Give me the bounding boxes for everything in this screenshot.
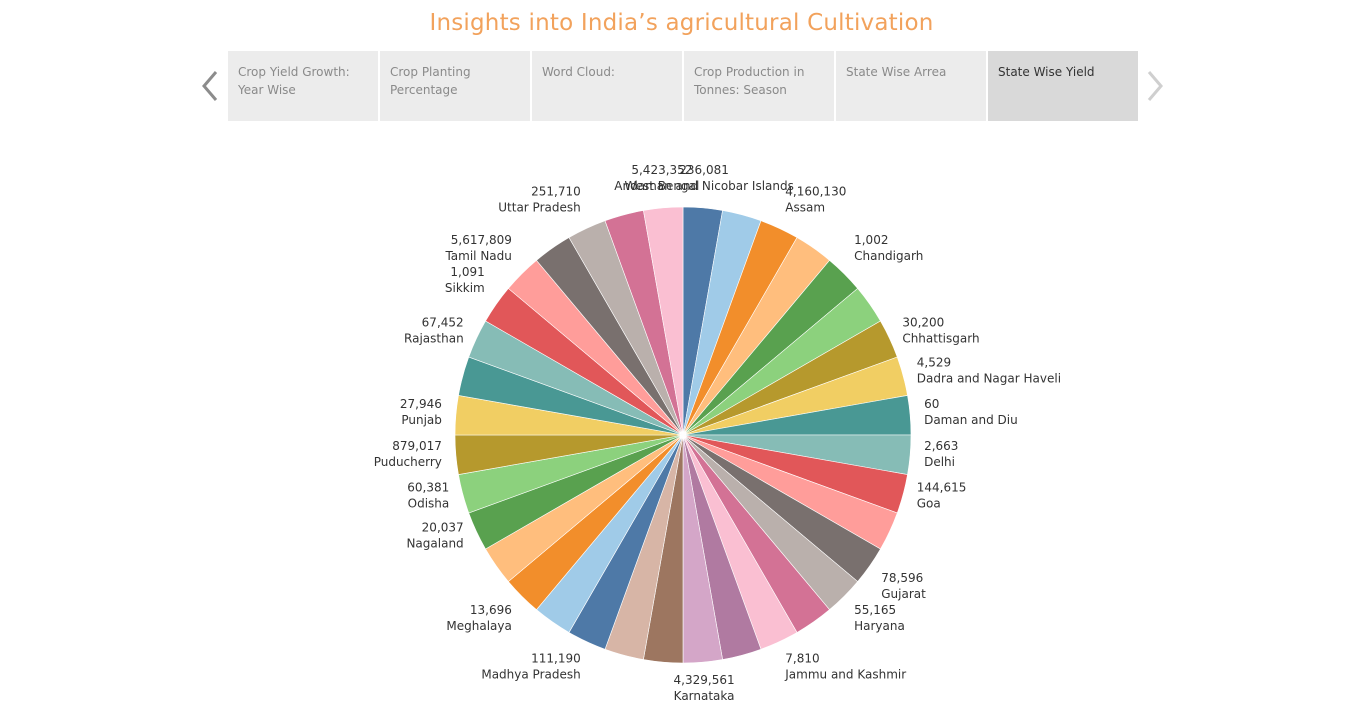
slice-label: 251,710 Uttar Pradesh	[498, 185, 580, 215]
chevron-right-icon[interactable]	[1144, 68, 1166, 104]
slice-value-label: 55,165	[854, 603, 896, 617]
slice-value-label: 111,190	[531, 651, 581, 665]
slice-name-label: Daman and Diu	[924, 413, 1018, 427]
slice-label: 55,165 Haryana	[854, 603, 905, 633]
slice-label: 5,617,809 Tamil Nadu	[444, 233, 511, 263]
story-point-crop-yield-growth[interactable]: Crop Yield Growth: Year Wise	[228, 51, 378, 121]
slice-label: 5,423,352 West Bengal	[624, 163, 699, 193]
slice-name-label: Haryana	[854, 619, 905, 633]
slice-value-label: 5,617,809	[451, 233, 512, 247]
story-point-label: Crop Production in Tonnes: Season	[694, 65, 805, 97]
slice-label: 4,329,561 Karnataka	[674, 673, 735, 703]
slice-label: 60,381 Odisha	[407, 481, 449, 511]
story-point-label: Word Cloud:	[542, 65, 615, 79]
slice-value-label: 1,002	[854, 233, 888, 247]
story-point-crop-production-season[interactable]: Crop Production in Tonnes: Season	[684, 51, 834, 121]
story-point-label: State Wise Yield	[998, 65, 1095, 79]
slice-value-label: 144,615	[917, 481, 967, 495]
slice-label: 879,017 Puducherry	[374, 439, 442, 469]
slice-name-label: Andaman and Nicobar Islands	[614, 179, 794, 193]
slice-label: 1,091 Sikkim	[445, 265, 485, 295]
slice-value-label: 1,091	[450, 265, 484, 279]
slice-value-label: 7,810	[785, 651, 819, 665]
slice-label: 1,002 Chandigarh	[854, 233, 923, 263]
slice-value-label: 20,037	[422, 520, 464, 534]
slice-label: 13,696 Meghalaya	[446, 603, 511, 633]
slice-name-label: Punjab	[401, 413, 442, 427]
slice-name-label: Nagaland	[406, 536, 463, 550]
story-navigator: Crop Yield Growth: Year Wise Crop Planti…	[228, 51, 1140, 121]
slice-value-label: 5,423,352	[631, 163, 692, 177]
story-point-crop-planting-percentage[interactable]: Crop Planting Percentage	[380, 51, 530, 121]
story-point-state-wise-yield[interactable]: State Wise Yield	[988, 51, 1138, 121]
slice-value-label: 4,329,561	[674, 673, 735, 687]
slice-label: 20,037 Nagaland	[406, 520, 463, 550]
slice-value-label: 60	[924, 397, 939, 411]
slice-name-label: Goa	[917, 497, 941, 511]
slice-label: 4,529 Dadra and Nagar Haveli	[917, 355, 1061, 385]
slice-label: 4,160,130 Assam	[785, 185, 846, 215]
pie-slice[interactable]	[643, 206, 684, 436]
slice-value-label: 4,529	[917, 355, 951, 369]
slice-name-label: Sikkim	[445, 281, 485, 295]
story-point-label: Crop Planting Percentage	[390, 65, 471, 97]
slice-value-label: 236,081	[679, 163, 729, 177]
slice-name-label: Assam	[785, 201, 825, 215]
slice-name-label: Jammu and Kashmir	[784, 667, 906, 681]
slice-label: 78,596 Gujarat	[881, 571, 926, 601]
slice-value-label: 60,381	[407, 481, 449, 495]
slice-value-label: 13,696	[470, 603, 512, 617]
slice-name-label: Uttar Pradesh	[498, 201, 580, 215]
slice-label: 236,081 Andaman and Nicobar Islands	[614, 163, 794, 193]
slice-name-label: West Bengal	[624, 179, 699, 193]
slice-label: 27,946 Punjab	[400, 397, 442, 427]
slice-value-label: 4,160,130	[785, 185, 846, 199]
slice-name-label: Madhya Pradesh	[481, 667, 580, 681]
slice-name-label: Delhi	[924, 455, 955, 469]
slice-name-label: Dadra and Nagar Haveli	[917, 371, 1061, 385]
chevron-left-icon[interactable]	[199, 68, 221, 104]
slice-name-label: Meghalaya	[446, 619, 511, 633]
slice-value-label: 27,946	[400, 397, 442, 411]
slice-label: 7,810 Jammu and Kashmir	[784, 651, 906, 681]
slice-name-label: Chhattisgarh	[902, 332, 979, 346]
slice-name-label: Tamil Nadu	[444, 249, 511, 263]
slice-label: 2,663 Delhi	[924, 439, 958, 469]
slice-value-label: 67,452	[422, 316, 464, 330]
slice-name-label: Odisha	[408, 497, 450, 511]
slice-label: 111,190 Madhya Pradesh	[481, 651, 580, 681]
slice-value-label: 251,710	[531, 185, 581, 199]
slice-value-label: 2,663	[924, 439, 958, 453]
slice-label: 67,452 Rajasthan	[404, 316, 464, 346]
story-point-label: Crop Yield Growth: Year Wise	[238, 65, 350, 97]
slice-name-label: Karnataka	[674, 689, 735, 703]
slice-name-label: Puducherry	[374, 455, 442, 469]
slice-value-label: 30,200	[902, 316, 944, 330]
slice-name-label: Chandigarh	[854, 249, 923, 263]
slice-name-label: Gujarat	[881, 587, 926, 601]
story-point-word-cloud[interactable]: Word Cloud:	[532, 51, 682, 121]
slice-name-label: Rajasthan	[404, 332, 464, 346]
story-point-label: State Wise Arrea	[846, 65, 947, 79]
slice-label: 144,615 Goa	[917, 481, 967, 511]
slice-label: 60 Daman and Diu	[924, 397, 1018, 427]
slice-value-label: 78,596	[881, 571, 923, 585]
slice-value-label: 879,017	[392, 439, 442, 453]
story-point-state-wise-area[interactable]: State Wise Arrea	[836, 51, 986, 121]
slice-label: 30,200 Chhattisgarh	[902, 316, 979, 346]
page-title: Insights into India’s agricultural Culti…	[429, 10, 934, 36]
